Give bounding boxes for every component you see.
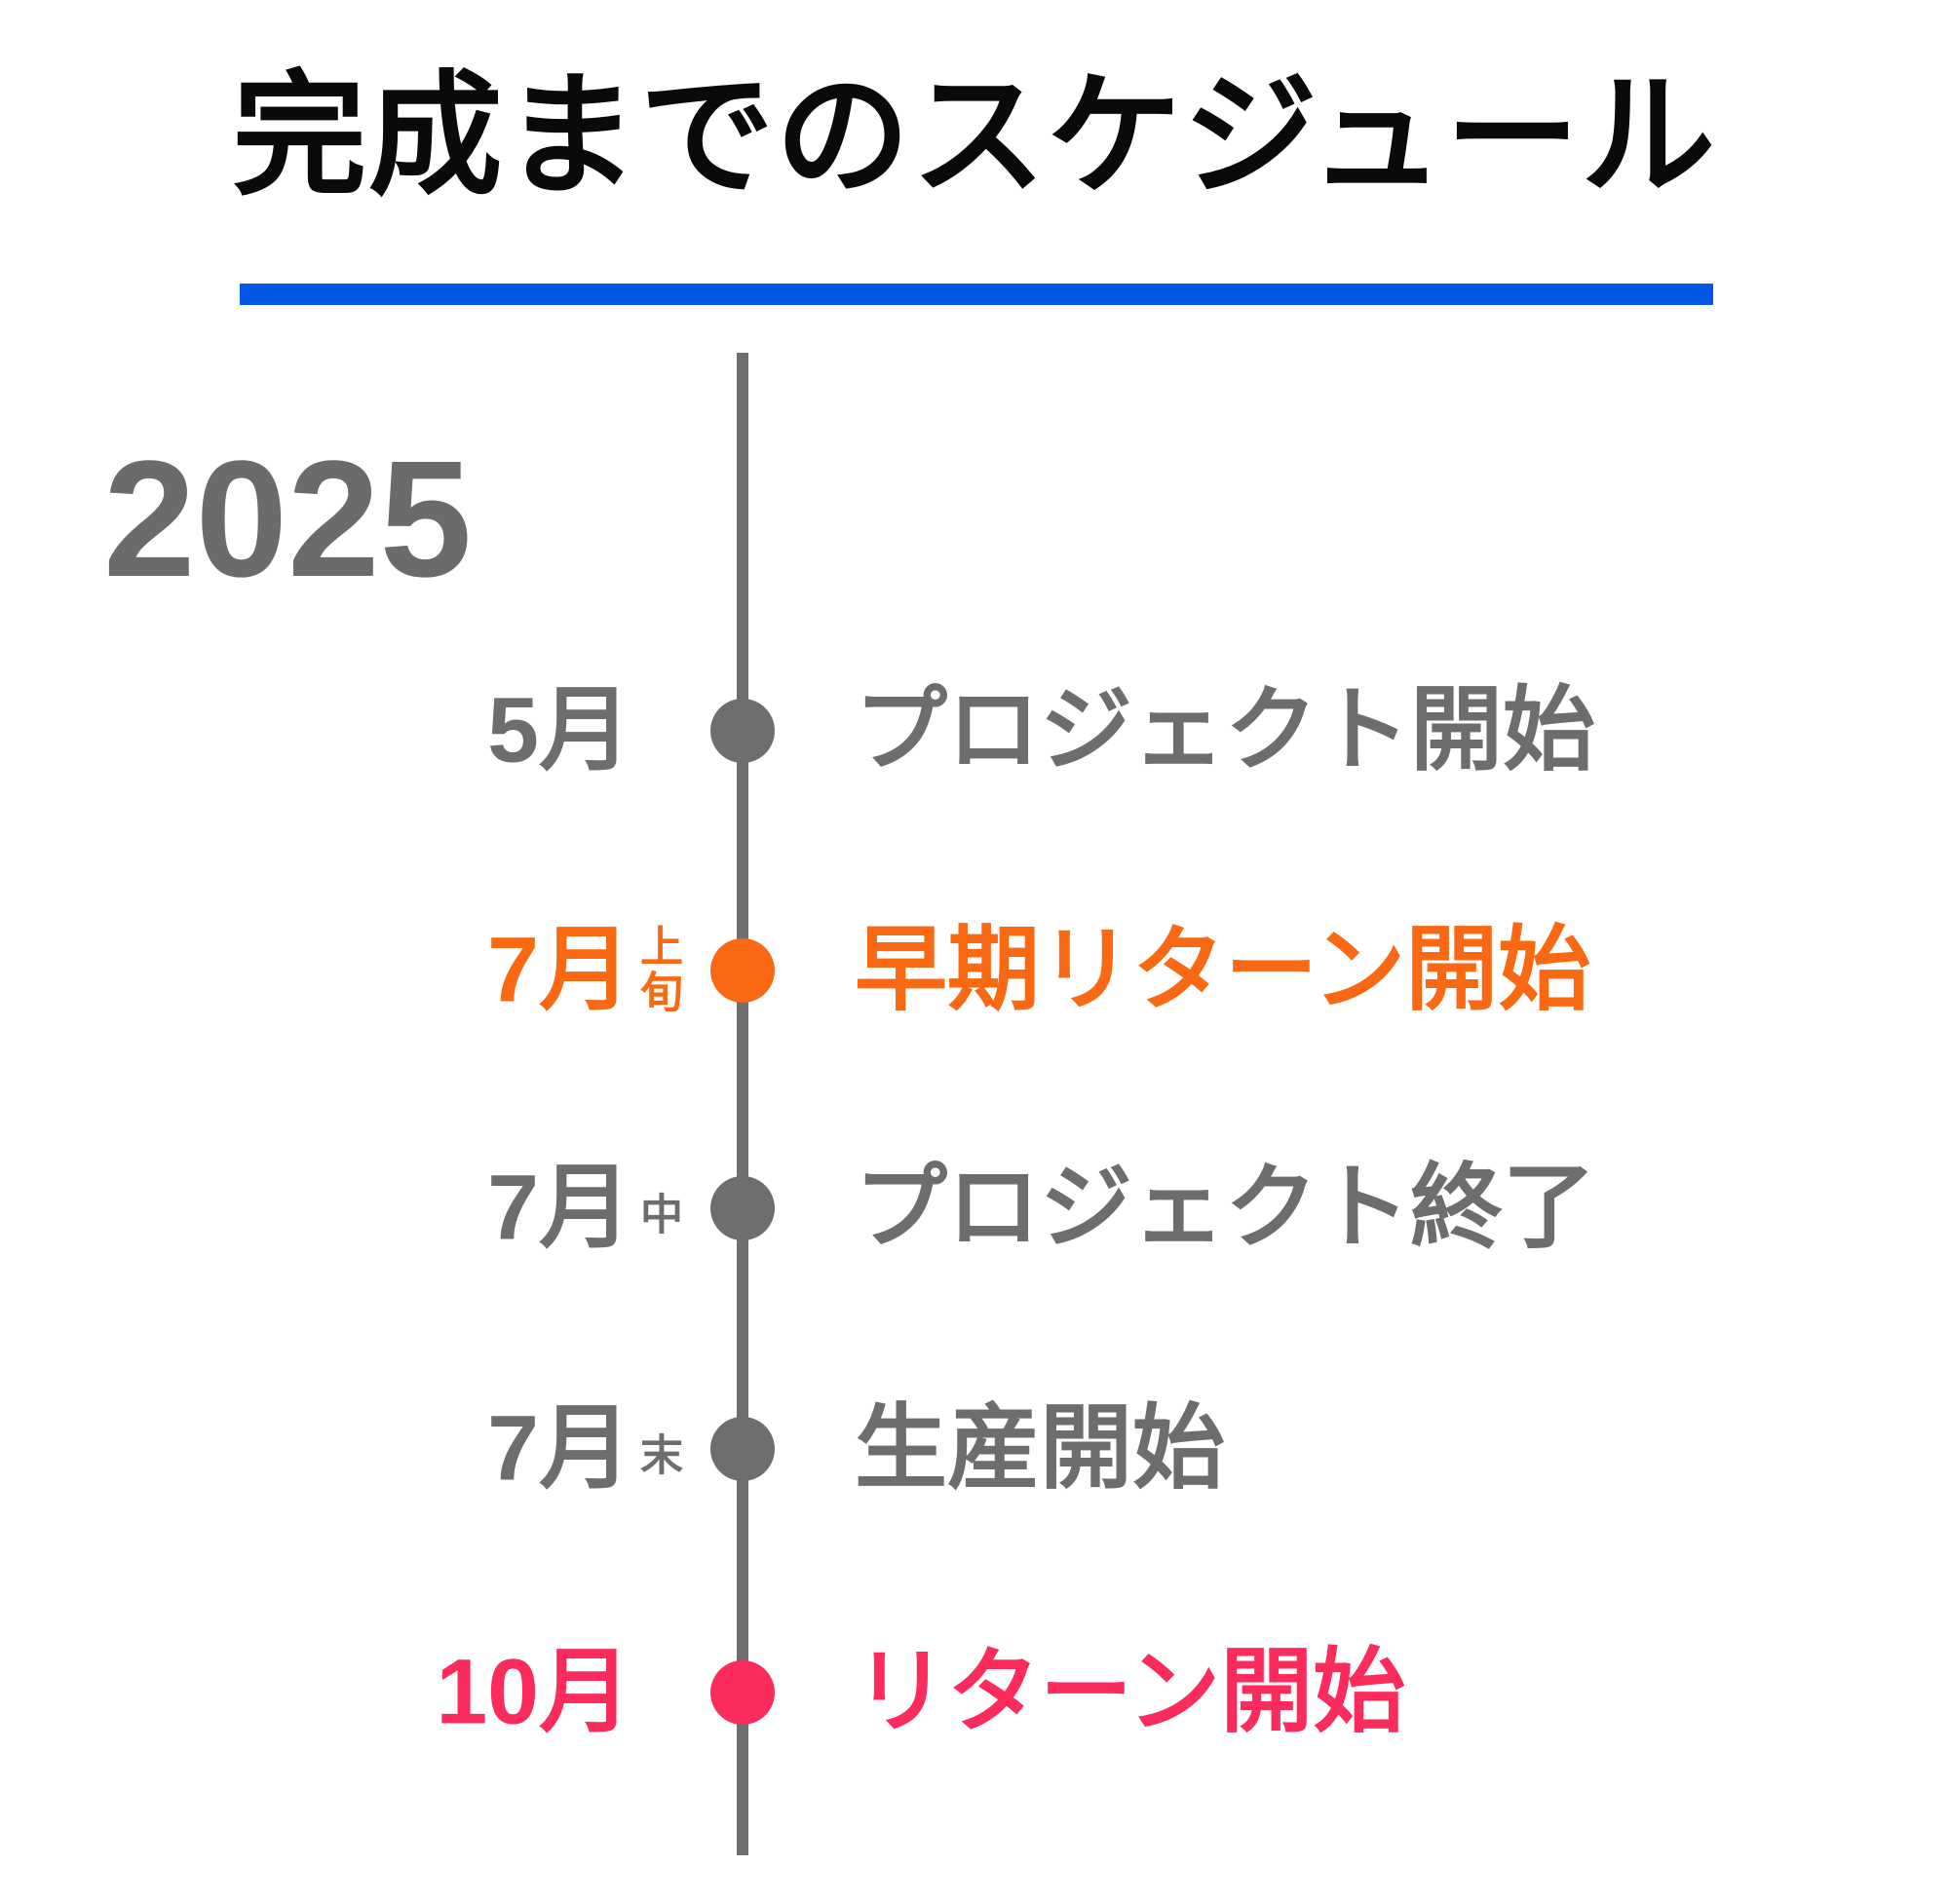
month-suffix: 中 bbox=[640, 1191, 683, 1239]
month-suffix: 上 旬 bbox=[640, 923, 683, 1016]
timeline-dot bbox=[710, 1660, 775, 1725]
timeline-row: 5月 プロジェクト開始 bbox=[0, 663, 1949, 799]
title-underline bbox=[240, 284, 1713, 305]
month-suffix: 末 bbox=[640, 1431, 683, 1480]
year-label: 2025 bbox=[103, 427, 473, 612]
event-label: プロジェクト終了 bbox=[855, 1156, 1596, 1260]
timeline-row: 7月 末 生産開始 bbox=[0, 1381, 1949, 1517]
page-title: 完成までのスケジュール bbox=[232, 61, 1717, 211]
month-label: 7月 末 bbox=[0, 1402, 692, 1496]
timeline-dot bbox=[710, 1176, 775, 1240]
month-label: 10月 bbox=[436, 1640, 631, 1744]
timeline-row: 7月 上 旬 早期リターン開始 bbox=[0, 902, 1949, 1039]
event-label: 生産開始 bbox=[855, 1396, 1226, 1501]
event-label: 早期リターン開始 bbox=[855, 918, 1591, 1022]
timeline-row: 10月 リターン開始 bbox=[0, 1624, 1949, 1761]
timeline-dot bbox=[710, 1417, 775, 1481]
event-label: プロジェクト開始 bbox=[855, 678, 1596, 782]
timeline-row: 7月 中 プロジェクト終了 bbox=[0, 1140, 1949, 1276]
month-label: 7月 中 bbox=[0, 1161, 692, 1255]
timeline-dot bbox=[710, 699, 775, 763]
month-label: 5月 bbox=[487, 678, 631, 782]
timeline-dot bbox=[710, 938, 775, 1003]
month-label: 7月 上 旬 bbox=[0, 923, 692, 1017]
event-label: リターン開始 bbox=[855, 1640, 1406, 1744]
